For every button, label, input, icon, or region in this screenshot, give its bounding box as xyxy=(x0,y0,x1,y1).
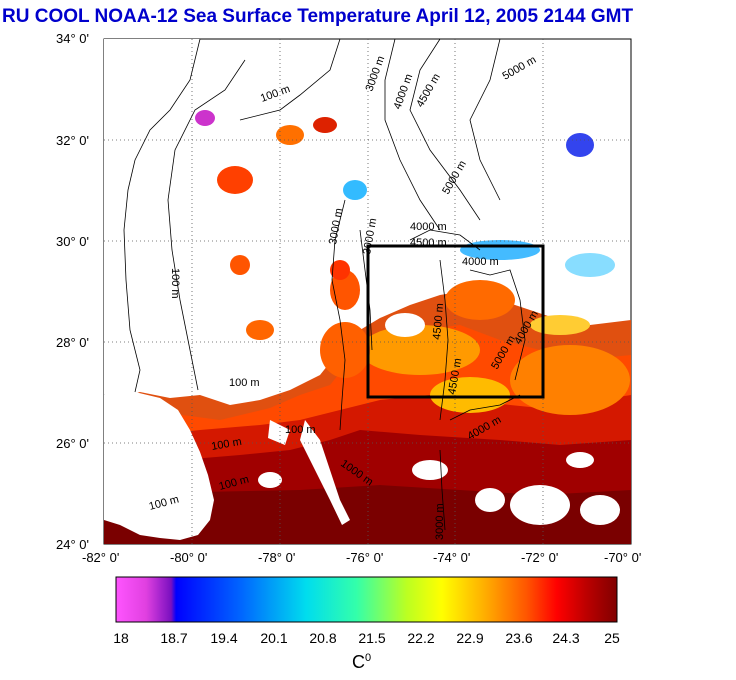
sst-field xyxy=(104,39,631,544)
colorbar-label: 18 xyxy=(113,630,129,646)
contour-label: 100 m xyxy=(229,377,260,389)
colorbar-label: 24.3 xyxy=(552,630,580,646)
colorbar-unit: C0 xyxy=(352,652,371,673)
colorbar-label: 25 xyxy=(604,630,620,646)
study-box xyxy=(366,244,545,399)
lat-label: 26° 0' xyxy=(56,436,89,451)
lat-label: 30° 0' xyxy=(56,234,89,249)
lon-label: -78° 0' xyxy=(258,550,296,565)
colorbar-label: 23.6 xyxy=(505,630,533,646)
lat-label: 34° 0' xyxy=(56,31,89,46)
contour-label: 100 m xyxy=(169,268,181,299)
colorbar-label: 22.9 xyxy=(456,630,484,646)
lon-label: -76° 0' xyxy=(346,550,384,565)
contour-label: 3000 m xyxy=(434,503,446,540)
colorbar xyxy=(115,576,618,623)
colorbar-label: 18.7 xyxy=(160,630,188,646)
contour-label: 100 m xyxy=(210,436,242,453)
lon-label: -70° 0' xyxy=(604,550,642,565)
contour-label: 4500 m xyxy=(410,237,447,249)
lat-label: 32° 0' xyxy=(56,133,89,148)
contour-label: 4500 m xyxy=(431,303,446,341)
contour-label: 4000 m xyxy=(410,221,447,233)
colorbar-label: 19.4 xyxy=(210,630,238,646)
lon-label: -72° 0' xyxy=(521,550,559,565)
coastline xyxy=(123,38,201,393)
colorbar-unit-sup: 0 xyxy=(365,652,372,664)
lon-label: -82° 0' xyxy=(82,550,120,565)
page-title: RU COOL NOAA-12 Sea Surface Temperature … xyxy=(2,6,634,27)
colorbar-unit-text: C xyxy=(352,652,365,672)
lat-label: 28° 0' xyxy=(56,335,89,350)
contour-label: 4000 m xyxy=(462,256,499,268)
lon-label: -74° 0' xyxy=(433,550,471,565)
lat-label: 24° 0' xyxy=(56,537,89,552)
colorbar-label: 22.2 xyxy=(407,630,435,646)
colorbar-label: 21.5 xyxy=(358,630,386,646)
colorbar-label: 20.1 xyxy=(260,630,288,646)
lon-label: -80° 0' xyxy=(170,550,208,565)
contour-label: 100 m xyxy=(285,424,316,436)
colorbar-label: 20.8 xyxy=(309,630,337,646)
